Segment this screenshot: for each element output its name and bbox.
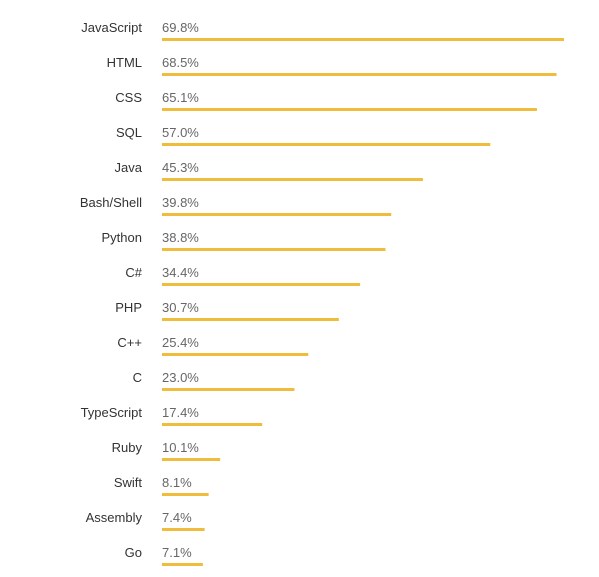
value-label: 7.1%	[162, 545, 192, 560]
bar	[162, 458, 221, 461]
bar-row: HTML 68.5%	[107, 55, 557, 76]
bar	[162, 493, 209, 496]
category-label: SQL	[116, 125, 142, 140]
bar	[162, 143, 491, 146]
value-label: 23.0%	[162, 370, 199, 385]
category-label: Go	[125, 545, 142, 560]
bar-row: TypeScript 17.4%	[81, 405, 263, 426]
value-label: 57.0%	[162, 125, 199, 140]
value-label: 68.5%	[162, 55, 199, 70]
category-label: C#	[125, 265, 142, 280]
value-label: 69.8%	[162, 20, 199, 35]
bar-row: CSS 65.1%	[115, 90, 537, 111]
bar-row: Python 38.8%	[102, 230, 386, 251]
bar	[162, 423, 263, 426]
bar	[162, 178, 423, 181]
value-label: 17.4%	[162, 405, 199, 420]
bar-row: PHP 30.7%	[115, 300, 339, 321]
category-label: PHP	[115, 300, 142, 315]
category-label: Bash/Shell	[80, 195, 142, 210]
bar-row: C 23.0%	[133, 370, 295, 391]
bar-row: Assembly 7.4%	[86, 510, 205, 531]
bar-row: Swift 8.1%	[114, 475, 209, 496]
value-label: 7.4%	[162, 510, 192, 525]
bar-row: C++ 25.4%	[117, 335, 309, 356]
bar	[162, 528, 205, 531]
category-label: C++	[117, 335, 142, 350]
value-label: 34.4%	[162, 265, 199, 280]
category-label: Swift	[114, 475, 143, 490]
value-label: 39.8%	[162, 195, 199, 210]
category-label: Assembly	[86, 510, 143, 525]
category-label: Python	[102, 230, 142, 245]
bar	[162, 318, 339, 321]
bar-row: C# 34.4%	[125, 265, 361, 286]
bar-row: Java 45.3%	[115, 160, 423, 181]
value-label: 65.1%	[162, 90, 199, 105]
category-label: Ruby	[112, 440, 143, 455]
bar-row: JavaScript 69.8%	[81, 20, 564, 41]
bar	[162, 388, 295, 391]
value-label: 25.4%	[162, 335, 199, 350]
category-label: JavaScript	[81, 20, 142, 35]
bar	[162, 108, 537, 111]
bar	[162, 73, 557, 76]
bar	[162, 563, 203, 566]
category-label: Java	[115, 160, 143, 175]
bar-row: Bash/Shell 39.8%	[80, 195, 392, 216]
category-label: C	[133, 370, 142, 385]
value-label: 38.8%	[162, 230, 199, 245]
bar-row: Ruby 10.1%	[112, 440, 221, 461]
bar	[162, 283, 361, 286]
bar-row: SQL 57.0%	[116, 125, 491, 146]
value-label: 10.1%	[162, 440, 199, 455]
bar	[162, 248, 386, 251]
bar	[162, 213, 392, 216]
value-label: 8.1%	[162, 475, 192, 490]
category-label: HTML	[107, 55, 142, 70]
value-label: 30.7%	[162, 300, 199, 315]
category-label: TypeScript	[81, 405, 143, 420]
category-label: CSS	[115, 90, 142, 105]
bar-row: Go 7.1%	[125, 545, 203, 566]
bar	[162, 38, 564, 41]
value-label: 45.3%	[162, 160, 199, 175]
bar	[162, 353, 309, 356]
